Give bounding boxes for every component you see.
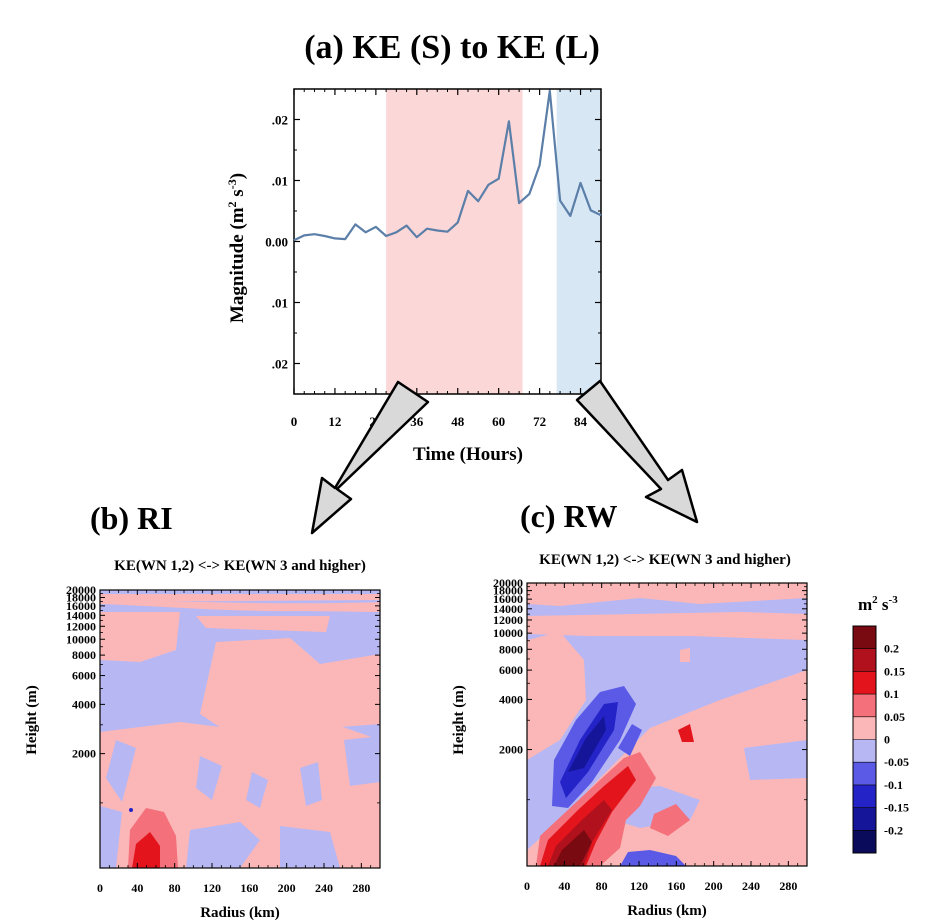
x-tick-label: 36 — [410, 414, 424, 429]
x-tick-label: 48 — [451, 414, 465, 429]
x-tick-label: 80 — [596, 879, 608, 893]
y-tick-label: 6000 — [72, 669, 96, 683]
y-tick-label: 0.00 — [265, 235, 288, 250]
y-tick-label: 14000 — [493, 602, 523, 616]
colorbar-swatch — [853, 807, 876, 831]
colorbar-label: 0.1 — [884, 687, 899, 701]
x-tick-label: 72 — [533, 414, 546, 429]
colorbar-swatch — [853, 626, 876, 649]
colorbar: 0.2 0.15 0.1 0.05 0 -0.05 -0.1 -0.15 -0.2 — [852, 625, 909, 854]
panel-a-ylabel: Magnitude (m2 s-3) — [225, 173, 248, 323]
y-tick-label: .01 — [272, 174, 288, 189]
colorbar-unit: m2 s-3 — [858, 594, 898, 614]
colorbar-label: 0.05 — [884, 710, 905, 724]
panel-b-subtitle: KE(WN 1,2) <-> KE(WN 3 and higher) — [114, 558, 366, 574]
panel-b-ylabel: Height (m) — [24, 685, 40, 755]
y-tick-label: 18000 — [66, 590, 96, 604]
x-tick-label: 80 — [169, 881, 181, 895]
arrow-to-ri — [310, 380, 430, 535]
x-tick-label: 280 — [352, 881, 370, 895]
x-tick-label: 60 — [492, 414, 505, 429]
y-tick-label: 12000 — [493, 613, 523, 627]
panel-b-ticks: 0 40 80 120 160 200 240 280 2000 4000 6000 8000 1000… — [66, 583, 380, 895]
panel-c-field — [527, 583, 807, 866]
panel-c-title: (c) RW — [520, 498, 618, 534]
y-tick-label: 2000 — [72, 747, 96, 761]
y-tick-label: 4000 — [72, 697, 96, 711]
colorbar-swatch — [853, 739, 876, 763]
x-tick-label: 120 — [630, 879, 648, 893]
shade-rw — [556, 89, 601, 394]
panel-c-xlabel: Radius (km) — [627, 903, 707, 919]
y-tick-label: 18000 — [493, 584, 523, 598]
colorbar-label: -0.2 — [884, 823, 903, 837]
x-tick-label: 280 — [779, 879, 797, 893]
panel-a-title: (a) KE (S) to KE (L) — [304, 29, 600, 66]
y-tick-label: 6000 — [499, 663, 523, 677]
x-tick-label: 160 — [667, 879, 685, 893]
colorbar-label: -0.1 — [884, 778, 903, 792]
x-tick-label: 200 — [705, 879, 723, 893]
panel-b-xlabel: Radius (km) — [200, 905, 280, 921]
y-tick-label: 2000 — [499, 743, 523, 757]
panel-a-xlabel: Time (Hours) — [413, 444, 523, 465]
x-tick-label: 0 — [97, 881, 103, 895]
x-tick-label: 240 — [315, 881, 333, 895]
x-tick-label: 160 — [240, 881, 258, 895]
x-tick-label: 0 — [291, 414, 298, 429]
colorbar-label: -0.05 — [884, 755, 909, 769]
x-tick-label: 40 — [558, 879, 570, 893]
y-tick-label: 8000 — [499, 642, 523, 656]
colorbar-label: -0.15 — [884, 801, 909, 815]
y-tick-label: 20000 — [493, 576, 523, 590]
colorbar-label: 0.15 — [884, 664, 905, 678]
x-tick-label: 240 — [742, 879, 760, 893]
panel-c-ticks: 0 40 80 120 160 200 240 280 2000 4000 6000 8000 1000… — [493, 576, 807, 893]
arrow-to-rw — [575, 379, 699, 524]
x-tick-label: 12 — [328, 414, 341, 429]
y-tick-label: 20000 — [66, 583, 96, 597]
x-tick-label: 84 — [574, 414, 588, 429]
y-tick-label: .01 — [272, 296, 288, 311]
y-tick-label: 16000 — [493, 592, 523, 606]
panel-c-subtitle: KE(WN 1,2) <-> KE(WN 3 and higher) — [539, 552, 791, 568]
colorbar-swatch — [853, 694, 876, 717]
y-tick-label: 10000 — [493, 626, 523, 640]
x-tick-label: 200 — [278, 881, 296, 895]
colorbar-swatch — [853, 716, 876, 740]
panel-b-field — [100, 590, 380, 868]
x-tick-label: 0 — [524, 879, 530, 893]
shade-ri — [386, 89, 523, 394]
panel-a-series-line — [293, 89, 602, 242]
panel-a-shaded-periods — [386, 89, 601, 394]
colorbar-swatch — [853, 830, 876, 853]
colorbar-swatch — [853, 671, 876, 695]
y-tick-label: 14000 — [66, 608, 96, 622]
colorbar-swatch — [853, 648, 876, 672]
panel-c-ylabel: Height (m) — [451, 685, 467, 755]
y-tick-label: .02 — [272, 113, 288, 128]
colorbar-swatch — [853, 784, 876, 808]
colorbar-label: 0.2 — [884, 642, 899, 656]
y-tick-label: 4000 — [499, 692, 523, 706]
x-tick-label: 120 — [203, 881, 221, 895]
colorbar-swatch — [853, 762, 876, 785]
panel-a-ticks: 012243648607284.02.010.00.01.02 — [265, 88, 601, 429]
y-tick-label: 10000 — [66, 632, 96, 646]
y-tick-label: 12000 — [66, 619, 96, 633]
y-tick-label: 8000 — [72, 648, 96, 662]
panel-b-title: (b) RI — [90, 500, 173, 536]
y-tick-label: .02 — [272, 357, 288, 372]
colorbar-label: 0 — [884, 733, 890, 747]
x-tick-label: 40 — [131, 881, 143, 895]
y-tick-label: 16000 — [66, 599, 96, 613]
